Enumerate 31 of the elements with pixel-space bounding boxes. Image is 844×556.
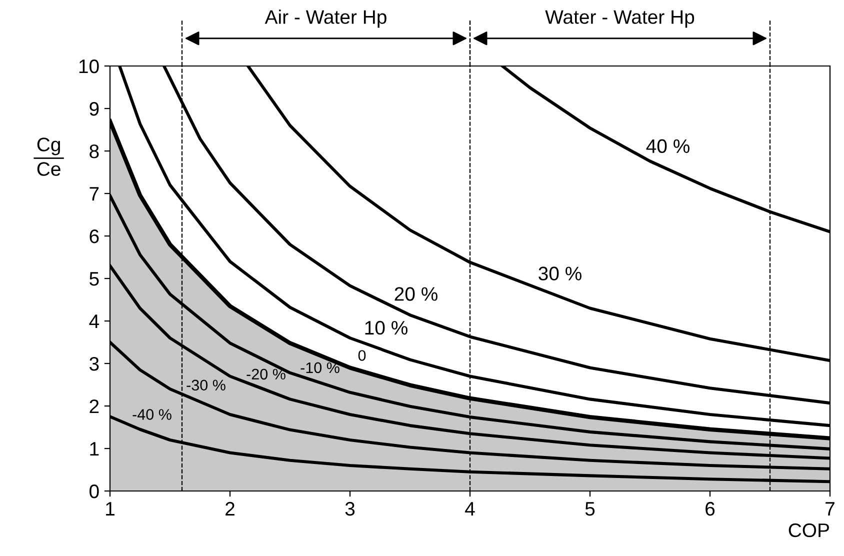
series-label: -30 % [186, 380, 226, 391]
series-label: 20 % [394, 287, 438, 301]
x-tick-label: 2 [226, 502, 234, 516]
series-label: 0 [358, 350, 366, 361]
y-tick-label: 0 [90, 484, 99, 498]
series-label: -10 % [300, 362, 340, 374]
y-tick-label: 4 [89, 314, 100, 328]
y-tick-label: 5 [90, 272, 99, 286]
x-tick-label: 5 [585, 502, 595, 516]
y-tick-label: 9 [90, 102, 99, 116]
y-tick-label: 1 [90, 442, 99, 456]
y-tick-label: 8 [90, 144, 99, 158]
x-tick-label: 3 [345, 502, 355, 516]
series-label: -40 % [132, 409, 172, 420]
x-tick-label: 7 [826, 502, 834, 516]
x-tick-label: 4 [465, 502, 475, 516]
text: Water - Water Hp [545, 10, 694, 28]
y-tick-label: 3 [90, 356, 99, 371]
y-tick-label: 7 [90, 187, 99, 201]
series-label: 40 % [646, 139, 690, 154]
x-tick-label: 6 [706, 502, 715, 516]
x-axis-title: COP [788, 523, 829, 538]
series-label: -20 % [246, 368, 286, 380]
y-axis-title: Cg Ce [37, 138, 60, 176]
x-tick-label: 1 [106, 502, 114, 516]
y-tick-label: 10 [79, 59, 99, 74]
y-tick-label: 6 [90, 229, 99, 244]
y-tick-label: 2 [90, 399, 99, 414]
series-label: 30 % [538, 266, 582, 280]
series-label: 10 % [365, 320, 408, 335]
text: Air - Water Hp [264, 10, 386, 28]
